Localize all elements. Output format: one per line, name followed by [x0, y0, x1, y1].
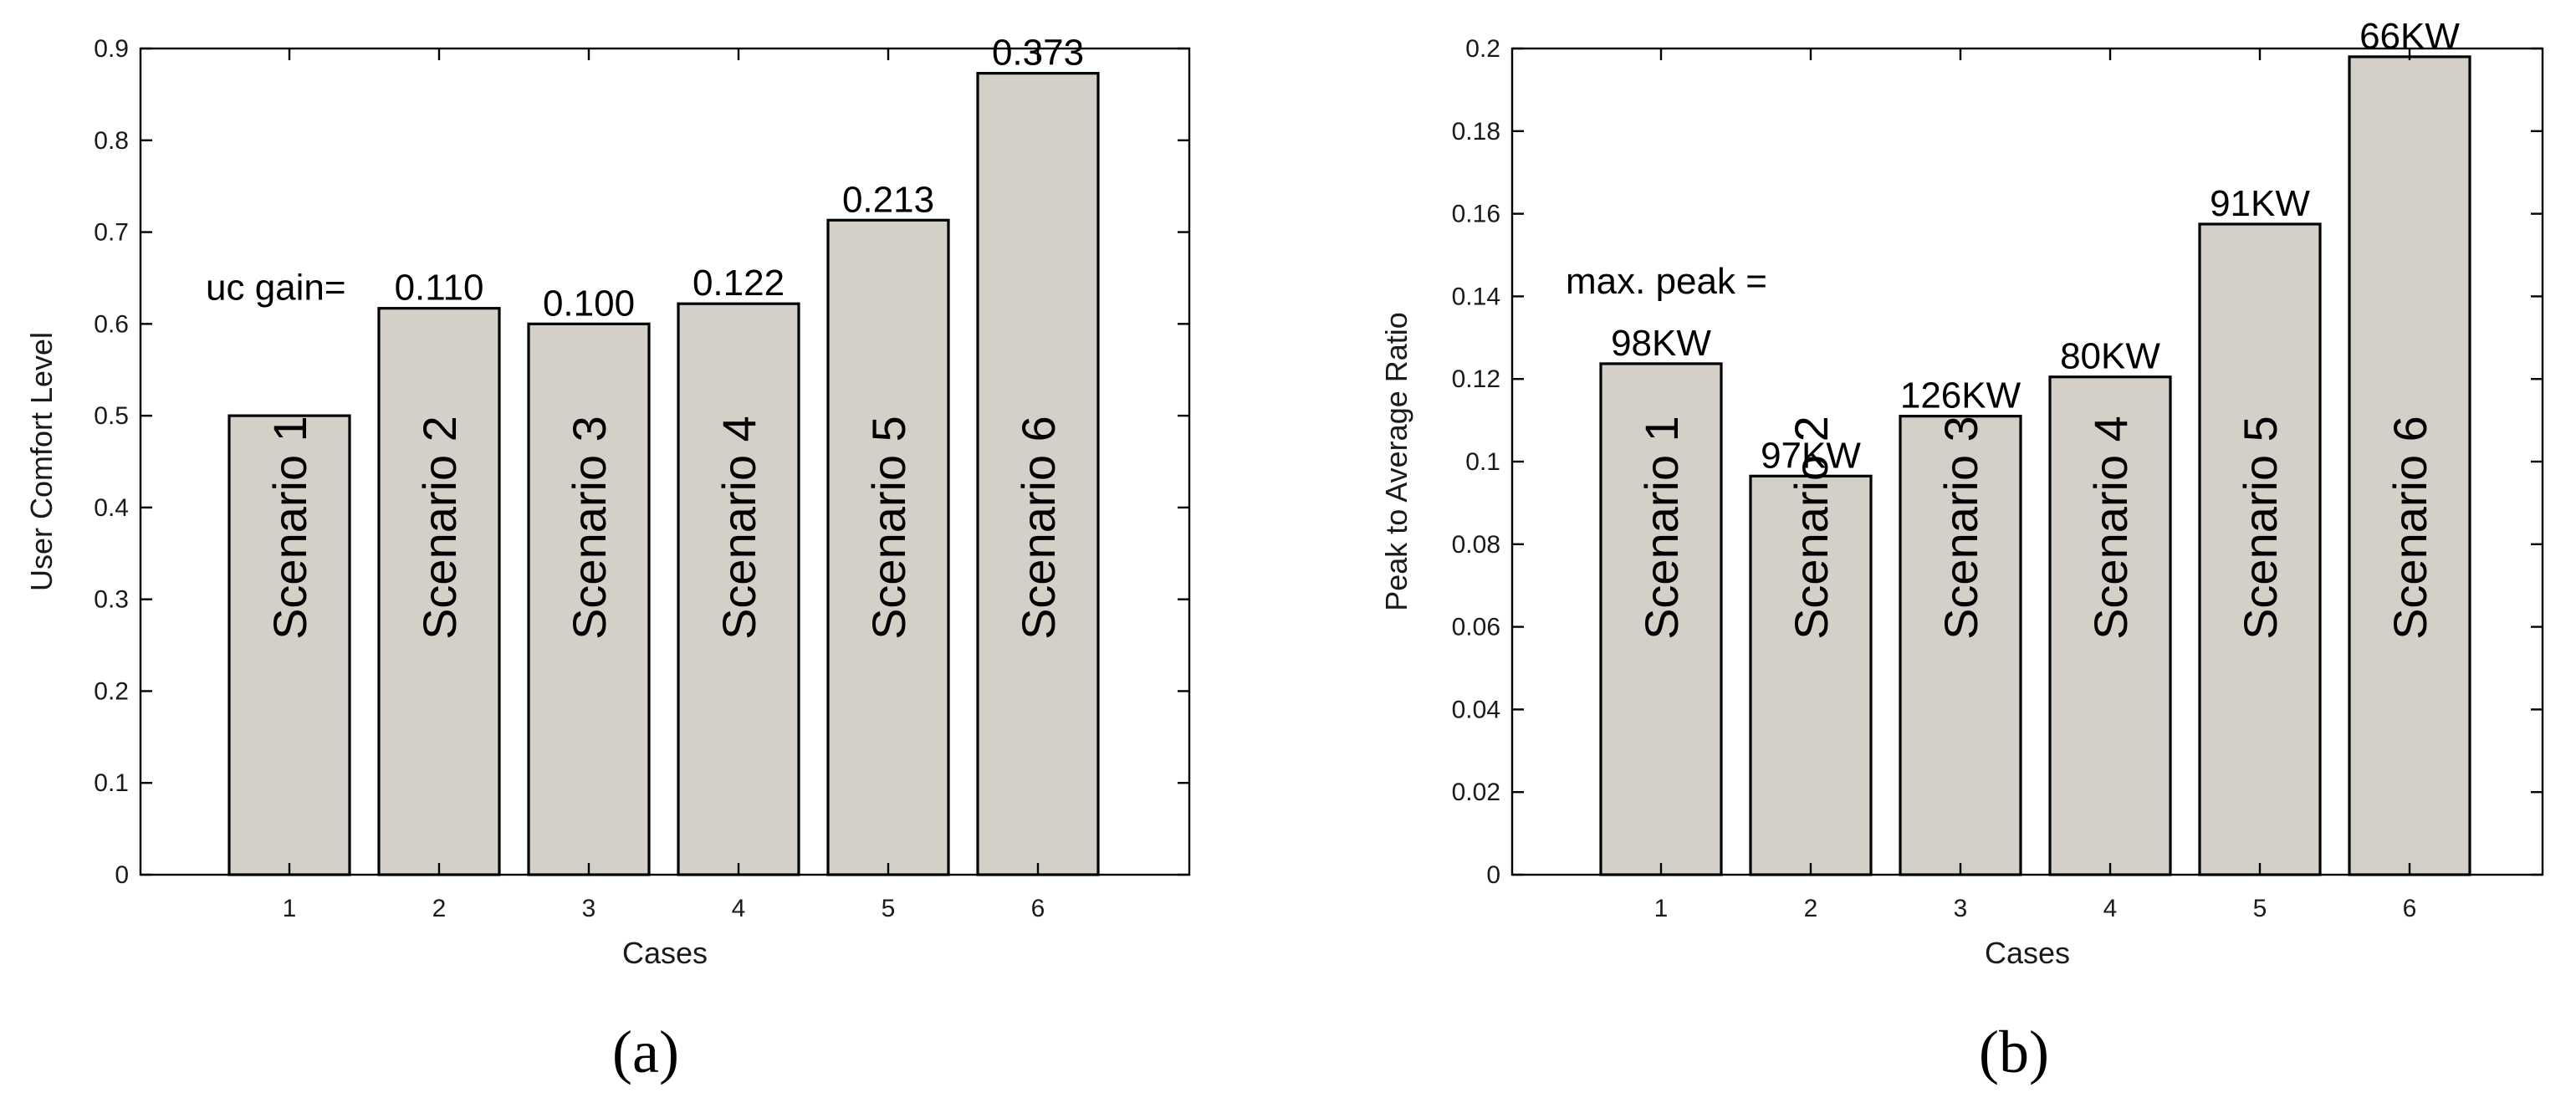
bar	[826, 218, 950, 876]
y-tick-label: 0.2	[1465, 35, 1500, 63]
axes-frame	[139, 47, 1191, 876]
y-tick-label: 0.8	[94, 127, 129, 155]
panel-label: (a)	[612, 1019, 679, 1085]
bar-value-label: 0.213	[842, 179, 934, 220]
y-tick-label: 0.08	[1452, 531, 1500, 559]
bar-scenario-label: Scenario 4	[713, 416, 765, 640]
bar-value-label: 80KW	[2060, 336, 2160, 377]
x-tick-label: 1	[1654, 895, 1669, 922]
bar-value-label: 0.122	[693, 263, 785, 304]
bar	[1599, 362, 1723, 876]
bar	[677, 302, 800, 876]
x-tick-label: 3	[582, 895, 596, 922]
bar-value-label: 0.110	[395, 268, 484, 309]
bar-value-label: 91KW	[2210, 183, 2310, 224]
bar-scenario-label: Scenario 3	[563, 416, 616, 640]
bar	[2348, 55, 2471, 876]
x-tick-label: 5	[882, 895, 896, 922]
x-tick-label: 4	[2103, 895, 2118, 922]
bar	[1899, 415, 2022, 876]
bar-value-label: 0.373	[992, 33, 1084, 74]
bar-scenario-label: Scenario 1	[263, 416, 316, 640]
y-tick-label: 0.12	[1452, 365, 1500, 393]
x-axis-title: Cases	[1985, 936, 2070, 970]
bar	[976, 72, 1100, 876]
y-tick-label: 0.02	[1452, 779, 1500, 806]
x-tick-label: 2	[1804, 895, 1818, 922]
x-tick-label: 5	[2253, 895, 2267, 922]
bar	[227, 414, 351, 876]
y-axis-title: User Comfort Level	[24, 332, 59, 591]
y-tick-label: 0.18	[1452, 118, 1500, 146]
y-tick-label: 0.04	[1452, 696, 1500, 723]
annotation-prefix: max. peak =	[1566, 261, 1767, 302]
bar-scenario-label: Scenario 2	[1785, 416, 1837, 640]
chart-panel-a: 0 0.1 0.2 0.3 0.4 0.5 0.6 0.7 0.8 0.9 1 2 3 4 5 6 Cases U…	[24, 33, 1191, 1085]
x-tick-label: 6	[1031, 895, 1045, 922]
annotation-prefix: uc gain=	[206, 268, 346, 309]
bar	[1749, 474, 1873, 876]
bar-scenario-label: Scenario 4	[2084, 416, 2137, 640]
bar	[527, 322, 651, 876]
bar-scenario-label: Scenario 5	[2234, 416, 2287, 640]
y-tick-label: 0.9	[94, 35, 129, 63]
bar	[377, 307, 501, 876]
y-tick-label: 0.3	[94, 586, 129, 614]
bar-value-label: 0.100	[543, 283, 635, 324]
x-tick-label: 4	[732, 895, 746, 922]
y-tick-label: 0	[115, 861, 129, 889]
bar-scenario-label: Scenario 3	[1935, 416, 1987, 640]
x-axis-title: Cases	[622, 936, 708, 970]
y-tick-label: 0.4	[94, 494, 129, 522]
bar	[2198, 222, 2322, 876]
y-tick-label: 0.6	[94, 310, 129, 338]
y-axis-title: Peak to Average Ratio	[1379, 312, 1413, 611]
y-tick-label: 0.16	[1452, 201, 1500, 228]
bar-scenario-label: Scenario 6	[2384, 416, 2436, 640]
y-tick-label: 0.14	[1452, 283, 1500, 310]
y-tick-label: 0.1	[1465, 448, 1500, 476]
panel-label: (b)	[1979, 1019, 2049, 1085]
chart-panel-b: 0 0.02 0.04 0.06 0.08 0.1 0.12 0.14 0.16 0.18 0.2 1…	[1379, 16, 2544, 1085]
bar-value-label: 98KW	[1611, 323, 1711, 364]
bar-value-label: 126KW	[1900, 375, 2021, 416]
x-tick-label: 1	[283, 895, 297, 922]
bar-scenario-label: Scenario 1	[1635, 416, 1688, 640]
x-tick-label: 6	[2403, 895, 2417, 922]
bar-value-label: 97KW	[1761, 435, 1861, 476]
y-tick-label: 0.2	[94, 677, 129, 705]
bar-value-label: 66KW	[2359, 16, 2460, 57]
y-tick-label: 0.7	[94, 219, 129, 247]
y-tick-label: 0.1	[94, 769, 129, 797]
bar-scenario-label: Scenario 5	[862, 416, 915, 640]
x-tick-label: 3	[1954, 895, 1968, 922]
y-tick-label: 0.5	[94, 402, 129, 430]
x-tick-label: 2	[432, 895, 447, 922]
y-tick-label: 0	[1486, 861, 1500, 889]
bar	[2048, 375, 2172, 876]
bar-scenario-label: Scenario 6	[1012, 416, 1065, 640]
bar-scenario-label: Scenario 2	[413, 416, 466, 640]
y-tick-label: 0.06	[1452, 614, 1500, 641]
